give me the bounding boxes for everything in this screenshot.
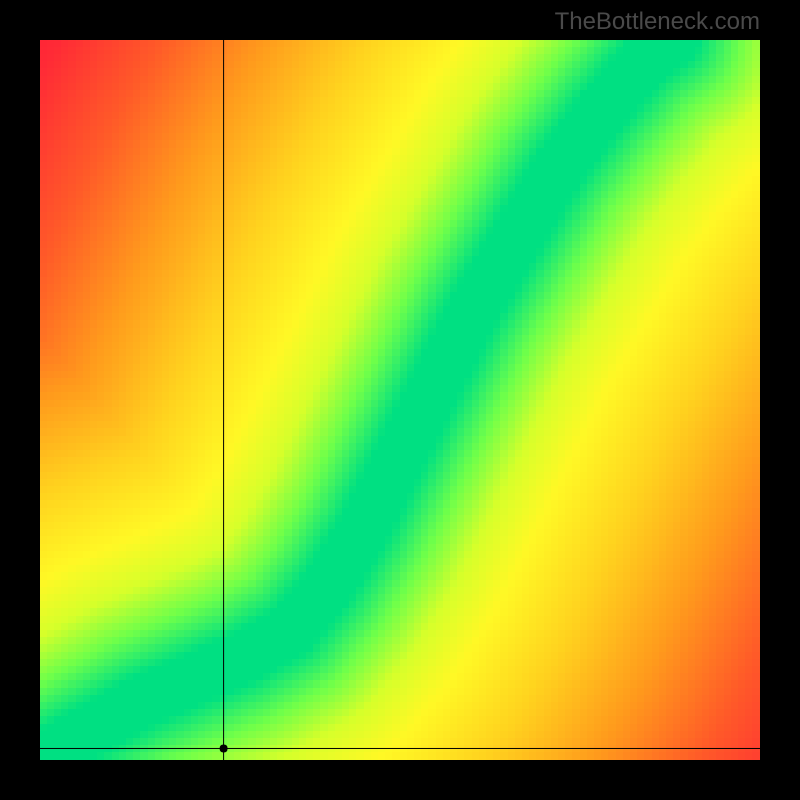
heatmap-plot [40,40,760,760]
heatmap-canvas [40,40,760,760]
chart-frame: TheBottleneck.com [0,0,800,800]
watermark-text: TheBottleneck.com [555,8,760,36]
